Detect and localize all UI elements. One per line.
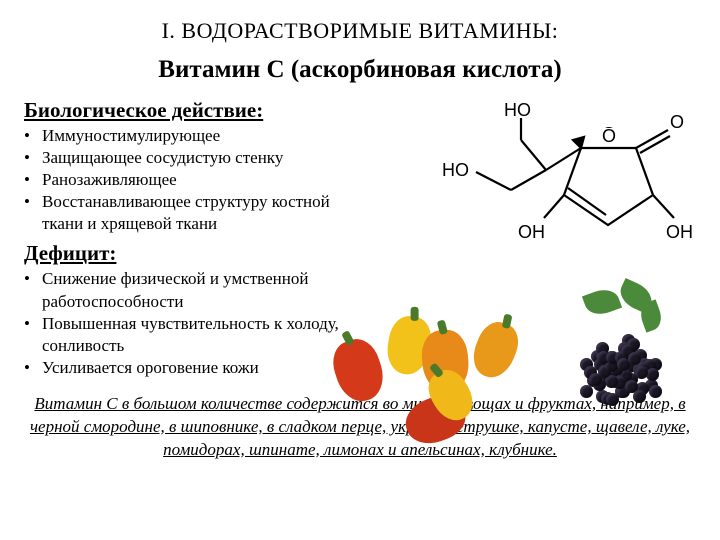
atom-label: O xyxy=(670,112,684,132)
list-item: Ранозаживляющее xyxy=(24,169,360,191)
list-item: Снижение физической и умственной работос… xyxy=(24,268,360,312)
berry xyxy=(649,385,662,398)
list-item: Иммуностимулирующее xyxy=(24,125,360,147)
atom-label: OH xyxy=(666,222,693,242)
section1-list: Иммуностимулирующее Защищающее сосудисту… xyxy=(0,123,360,235)
subtitle: Витамин С (аскорбиновая кислота) xyxy=(0,44,720,92)
atom-label: OH xyxy=(518,222,545,242)
berry-cluster xyxy=(545,288,685,428)
berry xyxy=(646,368,659,381)
atom-label: HO xyxy=(504,100,531,120)
food-illustration xyxy=(330,280,700,435)
berry xyxy=(633,390,646,403)
berry xyxy=(606,393,619,406)
svg-text:O: O xyxy=(602,126,616,146)
atom-label: HO xyxy=(442,160,469,180)
peppers-group xyxy=(345,288,545,428)
berry xyxy=(580,385,593,398)
section2-list: Снижение физической и умственной работос… xyxy=(0,266,360,378)
list-item: Защищающее сосудистую стенку xyxy=(24,147,360,169)
page-title: I. ВОДОРАСТВОРИМЫЕ ВИТАМИНЫ: xyxy=(0,0,720,44)
list-item: Повышенная чувствительность к холоду, со… xyxy=(24,313,360,357)
list-item: Восстанавливающее структуру костной ткан… xyxy=(24,191,360,235)
berry xyxy=(635,366,648,379)
molecule-structure: HO HO O O OH OH O xyxy=(406,100,696,255)
list-item: Усиливается ороговение кожи xyxy=(24,357,360,379)
